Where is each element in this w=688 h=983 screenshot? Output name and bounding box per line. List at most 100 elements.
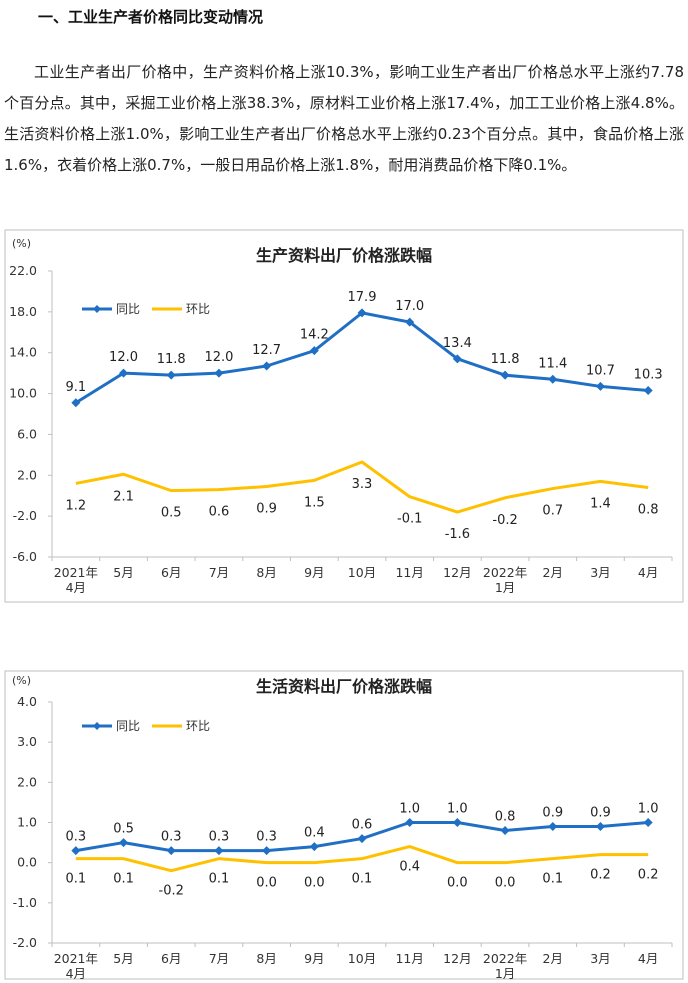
data-label-yoy: 0.9 xyxy=(542,806,563,821)
x-tick-label: 4月 xyxy=(66,580,86,595)
data-label-yoy: 11.8 xyxy=(157,352,186,367)
y-tick-label: 18.0 xyxy=(9,304,37,319)
x-tick-label: 2021年 xyxy=(54,951,98,966)
y-tick-label: 14.0 xyxy=(9,345,37,360)
x-tick-label: 11月 xyxy=(395,951,423,966)
data-point-yoy xyxy=(71,846,81,856)
x-tick-label: 12月 xyxy=(443,951,471,966)
x-tick-label: 8月 xyxy=(256,951,276,966)
production-materials-chart-svg: 生产资料出厂价格涨跌幅 (%) 22.0 18.0 14.0 10.0 6.0 2.0 -2.0… xyxy=(4,229,684,603)
data-label-mom: -0.2 xyxy=(159,884,184,899)
data-point-yoy xyxy=(309,842,319,852)
x-tick-label: 2月 xyxy=(543,951,563,966)
x-tick-label: 10月 xyxy=(348,951,376,966)
data-label-mom: 0.1 xyxy=(352,872,373,887)
x-tick-label: 12月 xyxy=(443,565,471,580)
data-point-yoy xyxy=(262,846,272,856)
series-line-mom xyxy=(75,845,649,873)
y-tick-label: 3.0 xyxy=(17,734,37,749)
data-point-yoy xyxy=(119,838,129,848)
data-label-mom: 0.1 xyxy=(209,872,230,887)
data-label-mom: 1.4 xyxy=(590,496,611,511)
x-tick-label: 7月 xyxy=(209,951,229,966)
data-label-mom: 2.1 xyxy=(113,489,134,504)
x-tick-label: 6月 xyxy=(161,565,181,580)
data-label-mom: -1.6 xyxy=(445,527,470,542)
data-point-yoy xyxy=(595,381,605,391)
data-label-mom: 0.4 xyxy=(399,860,420,875)
y-tick-label: -2.0 xyxy=(13,935,37,950)
consumer-goods-chart: 生活资料出厂价格涨跌幅 (%) 4.0 3.0 2.0 1.0 0.0 -1.0 -2.0 202… xyxy=(0,668,688,983)
production-materials-chart: 生产资料出厂价格涨跌幅 (%) 22.0 18.0 14.0 10.0 6.0 2.0 -2.0… xyxy=(0,228,688,608)
legend-marker xyxy=(93,722,101,730)
data-label-mom: 3.3 xyxy=(352,477,373,492)
data-point-yoy xyxy=(119,368,129,378)
legend-label-yoy: 同比 xyxy=(116,719,140,733)
data-label-yoy: 0.8 xyxy=(495,810,516,825)
y-tick-label: 10.0 xyxy=(9,386,37,401)
data-label-yoy: 0.4 xyxy=(304,826,325,841)
data-label-yoy: 1.0 xyxy=(638,802,659,817)
data-label-mom: 1.5 xyxy=(304,495,325,510)
x-tick-label: 9月 xyxy=(304,565,324,580)
data-label-yoy: 12.7 xyxy=(252,343,281,358)
data-label-yoy: 12.0 xyxy=(109,350,138,365)
data-point-yoy xyxy=(452,354,462,364)
x-tick-label: 10月 xyxy=(348,565,376,580)
data-label-yoy: 14.2 xyxy=(300,328,329,343)
y-tick-label: 2.0 xyxy=(17,774,37,789)
data-point-yoy xyxy=(405,818,415,827)
data-point-yoy xyxy=(500,826,510,836)
data-point-yoy xyxy=(357,834,367,844)
chart-frame xyxy=(4,670,684,980)
x-tick-label: 4月 xyxy=(66,966,86,981)
x-tick-label: 4月 xyxy=(638,565,658,580)
x-tick-label: 11月 xyxy=(395,565,423,580)
data-point-yoy xyxy=(214,846,224,856)
data-label-mom: 0.1 xyxy=(542,872,563,887)
x-tick-label: 2022年 xyxy=(483,951,527,966)
y-tick-label: 1.0 xyxy=(17,815,37,830)
data-label-yoy: 0.3 xyxy=(66,830,87,845)
consumer-goods-chart-svg: 生活资料出厂价格涨跌幅 (%) 4.0 3.0 2.0 1.0 0.0 -1.0 -2.0 202… xyxy=(4,670,684,981)
x-tick-label: 3月 xyxy=(590,951,610,966)
y-tick-label: 4.0 xyxy=(17,694,37,709)
data-label-yoy: 0.6 xyxy=(352,818,373,833)
y-tick-label: 6.0 xyxy=(17,426,37,441)
data-point-yoy xyxy=(548,822,558,832)
data-label-yoy: 0.3 xyxy=(256,830,277,845)
legend-label-mom: 环比 xyxy=(186,719,210,733)
data-label-mom: 0.2 xyxy=(590,868,611,883)
legend-label-mom: 环比 xyxy=(186,302,210,316)
data-label-mom: 0.0 xyxy=(447,876,468,891)
data-label-mom: 0.6 xyxy=(209,505,230,520)
data-label-mom: 0.9 xyxy=(256,502,277,517)
y-unit-label: (%) xyxy=(12,674,31,687)
data-label-yoy: 10.3 xyxy=(634,368,663,383)
x-tick-label: 6月 xyxy=(161,951,181,966)
data-point-yoy xyxy=(166,846,176,856)
data-label-mom: 0.2 xyxy=(638,868,659,883)
data-point-yoy xyxy=(214,368,224,378)
body-paragraph: 工业生产者出厂价格中，生产资料价格上涨10.3%，影响工业生产者出厂价格总水平上… xyxy=(4,63,684,174)
data-point-yoy xyxy=(452,818,462,827)
y-unit-label: (%) xyxy=(12,237,31,250)
data-label-mom: 0.0 xyxy=(304,876,325,891)
data-label-mom: 0.0 xyxy=(495,876,516,891)
chart-frame xyxy=(4,229,684,603)
data-label-mom: 1.2 xyxy=(66,498,87,513)
x-tick-label: 2021年 xyxy=(54,565,98,580)
data-label-yoy: 11.4 xyxy=(538,356,567,371)
x-tick-label: 5月 xyxy=(113,951,133,966)
data-label-yoy: 9.1 xyxy=(66,380,87,395)
data-label-mom: 0.1 xyxy=(66,872,87,887)
x-tick-label: 2022年 xyxy=(483,565,527,580)
data-point-yoy xyxy=(405,317,415,327)
data-point-yoy xyxy=(548,374,558,384)
x-tick-label: 5月 xyxy=(113,565,133,580)
data-label-yoy: 0.9 xyxy=(590,806,611,821)
data-label-yoy: 17.0 xyxy=(395,299,424,314)
data-label-yoy: 1.0 xyxy=(399,802,420,817)
data-point-yoy xyxy=(643,386,653,396)
section-heading: 一、工业生产者价格同比变动情况 xyxy=(38,8,264,26)
